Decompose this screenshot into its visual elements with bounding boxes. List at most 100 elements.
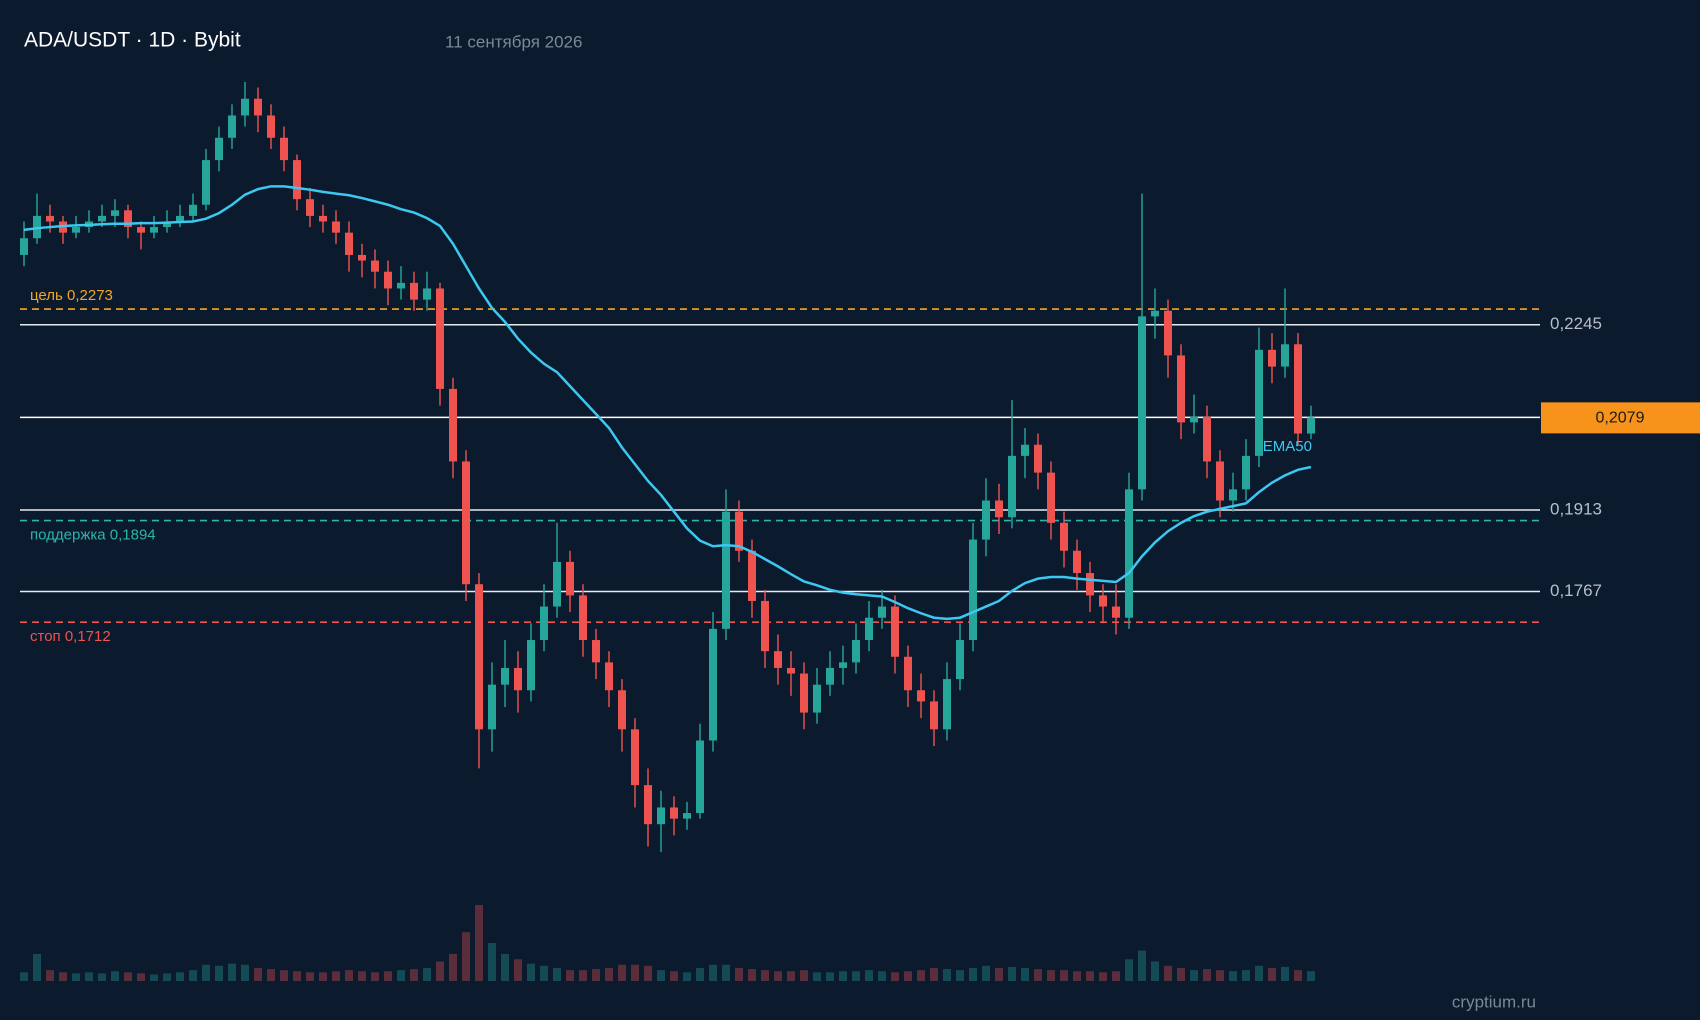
candle-body — [1307, 417, 1315, 434]
volume-bar — [1151, 961, 1159, 981]
candle-body — [891, 606, 899, 657]
volume-bar — [254, 967, 262, 981]
chart-title: ADA/USDT · 1D · Bybit — [24, 29, 241, 52]
candle-body — [449, 388, 457, 462]
candle-body — [605, 662, 613, 691]
candle-body — [202, 160, 210, 205]
volume-bar — [891, 972, 899, 981]
volume-bar — [449, 953, 457, 981]
candle-body — [150, 227, 158, 233]
candle-body — [1060, 522, 1068, 551]
volume-bar — [787, 971, 795, 981]
volume-bar — [33, 953, 41, 981]
volume-bar — [592, 969, 600, 981]
candle-body — [1047, 472, 1055, 523]
volume-bar — [1229, 971, 1237, 981]
candle-body — [852, 640, 860, 663]
volume-bar — [969, 967, 977, 981]
candle-body — [618, 690, 626, 730]
volume-bar — [943, 969, 951, 981]
candle-body — [293, 160, 301, 200]
volume-bar — [527, 963, 535, 981]
candle-body — [189, 204, 197, 216]
volume-bar — [358, 971, 366, 981]
volume-bar — [241, 964, 249, 981]
candle-body — [488, 684, 496, 730]
volume-bar — [137, 973, 145, 981]
volume-bar — [1281, 966, 1289, 981]
candle-body — [969, 539, 977, 641]
candle-body — [995, 500, 1003, 518]
volume-bar — [501, 953, 509, 981]
candle-body — [956, 640, 964, 680]
volume-bar — [852, 971, 860, 981]
volume-bar — [111, 971, 119, 981]
volume-bar — [761, 970, 769, 981]
volume-bar — [917, 970, 925, 981]
volume-bar — [878, 971, 886, 981]
level-label: цель 0,2273 — [30, 287, 113, 304]
volume-bar — [1047, 970, 1055, 981]
candle-body — [982, 500, 990, 540]
volume-bar — [436, 961, 444, 981]
volume-bar — [319, 972, 327, 981]
volume-bar — [1125, 959, 1133, 981]
level-label: стоп 0,1712 — [30, 628, 111, 645]
volume-bar — [709, 964, 717, 981]
candle-body — [1255, 349, 1263, 456]
candle-body — [670, 807, 678, 819]
candle-body — [1125, 489, 1133, 618]
candle-body — [124, 210, 132, 228]
candle-body — [1008, 455, 1016, 518]
candle-body — [1268, 349, 1276, 367]
candle-body — [1151, 310, 1159, 317]
candle-body — [241, 98, 249, 116]
volume-bar — [865, 970, 873, 981]
candle-body — [1021, 444, 1029, 456]
volume-bar — [85, 972, 93, 981]
candle-body — [1073, 550, 1081, 574]
volume-bar — [462, 932, 470, 981]
volume-bar — [553, 967, 561, 981]
candle-body — [20, 238, 28, 255]
volume-bar — [982, 965, 990, 981]
candle-body — [397, 282, 405, 289]
volume-bar — [20, 972, 28, 981]
volume-bar — [1255, 965, 1263, 981]
candle-body — [1294, 344, 1302, 434]
candle-body — [527, 640, 535, 691]
candle-body — [709, 628, 717, 741]
volume-bar — [1216, 970, 1224, 981]
candle-body — [943, 679, 951, 730]
volume-bar — [124, 972, 132, 981]
volume-bar — [1203, 969, 1211, 981]
volume-bar — [1177, 967, 1185, 981]
candle-body — [1229, 489, 1237, 501]
candle-body — [644, 785, 652, 825]
volume-bar — [1008, 966, 1016, 981]
volume-bar — [644, 965, 652, 981]
volume-bar — [800, 970, 808, 981]
candle-body — [137, 227, 145, 233]
volume-bar — [1307, 971, 1315, 981]
price-label: 0,2245 — [1550, 314, 1602, 333]
volume-bar — [748, 969, 756, 981]
candle-body — [1177, 355, 1185, 423]
volume-bar — [1164, 965, 1172, 981]
candle-body — [1112, 606, 1120, 618]
candle-body — [345, 232, 353, 255]
candle-body — [657, 807, 665, 825]
volume-bar — [1060, 970, 1068, 981]
volume-bar — [280, 970, 288, 981]
volume-bar — [1268, 967, 1276, 981]
candle-body — [462, 461, 470, 585]
volume-bar — [488, 943, 496, 981]
candle-body — [423, 288, 431, 300]
volume-bar — [397, 970, 405, 981]
volume-bar — [839, 971, 847, 981]
volume-bar — [46, 970, 54, 981]
candle-body — [514, 667, 522, 691]
volume-bar — [202, 964, 210, 981]
